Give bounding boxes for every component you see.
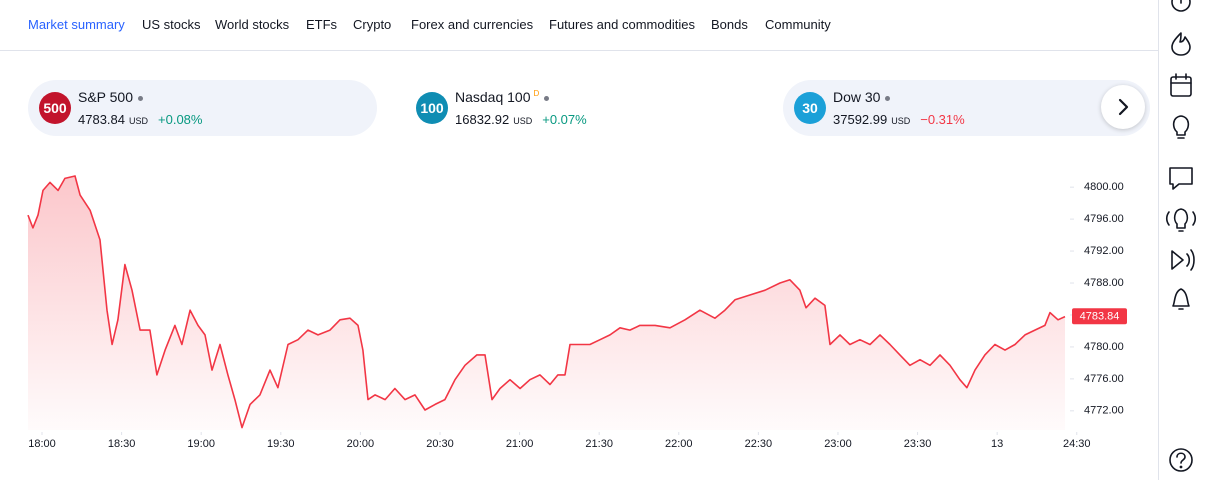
index-card[interactable]: 100 Nasdaq 100 D 16832.92 USD +0.07% xyxy=(405,80,754,136)
x-tick-label: 21:00 xyxy=(506,438,534,450)
status-dot xyxy=(544,95,550,101)
index-value-row: 37592.99 USD −0.31% xyxy=(833,112,965,127)
x-tick-label: 20:00 xyxy=(347,438,375,450)
y-tick-label: 4772.00 xyxy=(1084,405,1124,417)
index-name-row: Nasdaq 100 D xyxy=(455,89,550,105)
index-change: −0.31% xyxy=(920,112,965,127)
y-tick-label: 4800.00 xyxy=(1084,181,1124,193)
index-value: 16832.92 xyxy=(455,112,510,127)
nav-tab[interactable]: World stocks xyxy=(215,17,290,32)
index-badge: 100 xyxy=(416,92,448,124)
last-price-tag xyxy=(1072,308,1127,325)
chevron-icon xyxy=(1118,98,1129,116)
x-tick-label: 20:30 xyxy=(426,438,454,450)
price-area xyxy=(28,176,1065,430)
nav-tab[interactable]: Market summary xyxy=(28,17,125,32)
x-tick-label: 21:30 xyxy=(585,438,613,450)
index-badge: 30 xyxy=(794,92,826,124)
index-change: +0.07% xyxy=(542,112,587,127)
index-card[interactable]: 500 S&P 500 4783.84 USD +0.08% xyxy=(28,80,377,136)
index-name: Nasdaq 100 xyxy=(455,89,531,105)
help-icon[interactable] xyxy=(1169,448,1193,472)
index-value-row: 16832.92 USD +0.07% xyxy=(455,112,587,127)
x-tick-label: 18:30 xyxy=(108,438,136,450)
currency: USD xyxy=(513,116,533,126)
index-value: 37592.99 xyxy=(833,112,888,127)
nav-tab[interactable]: Bonds xyxy=(711,17,748,32)
idea-icon[interactable] xyxy=(1172,115,1190,139)
x-tick-label: 18:00 xyxy=(28,438,56,450)
index-name: S&P 500 xyxy=(78,89,134,105)
clock-icon[interactable] xyxy=(1171,0,1191,12)
toolbar-icons xyxy=(1165,0,1197,472)
x-tick-label: 23:00 xyxy=(824,438,852,450)
y-tick-label: 4792.00 xyxy=(1084,245,1124,257)
chart: 4772.004776.004780.004784.004788.004792.… xyxy=(27,175,1127,450)
currency: USD xyxy=(129,116,149,126)
index-badge: 500 xyxy=(39,92,71,124)
index-change: +0.08% xyxy=(158,112,203,127)
nav-tab[interactable]: Futures and commodities xyxy=(549,17,695,32)
y-tick-label: 4780.00 xyxy=(1084,341,1124,353)
x-tick-label: 23:30 xyxy=(904,438,932,450)
price-line xyxy=(27,175,1066,429)
x-tick-label: 22:00 xyxy=(665,438,693,450)
status-dot xyxy=(885,95,891,101)
nav-tab[interactable]: Crypto xyxy=(353,17,392,32)
y-tick-label: 4776.00 xyxy=(1084,373,1124,385)
play-icon[interactable] xyxy=(1171,249,1195,271)
x-tick-label: 13 xyxy=(991,438,1003,450)
index-card[interactable]: 30 Dow 30 37592.99 USD −0.31% xyxy=(783,80,1150,136)
chat-icon[interactable] xyxy=(1169,167,1193,190)
hot-icon[interactable] xyxy=(1171,32,1191,56)
calendar-icon[interactable] xyxy=(1170,73,1192,97)
index-name-row: Dow 30 xyxy=(833,89,891,105)
x-tick-label: 22:30 xyxy=(745,438,773,450)
index-value-row: 4783.84 USD +0.08% xyxy=(78,112,202,127)
x-tick-label: 19:30 xyxy=(267,438,295,450)
currency: USD xyxy=(891,116,911,126)
x-tick-label: 24:30 xyxy=(1063,438,1091,450)
next-button[interactable] xyxy=(1101,85,1145,129)
stream-icon[interactable] xyxy=(1165,208,1197,232)
index-value: 4783.84 xyxy=(78,112,125,127)
status-dot xyxy=(138,95,144,101)
index-name: Dow 30 xyxy=(833,89,881,105)
y-tick-label: 4796.00 xyxy=(1084,213,1124,225)
delay-flag: D xyxy=(533,89,540,98)
nav-divider xyxy=(0,50,1158,51)
bell-icon[interactable] xyxy=(1172,288,1190,310)
last-price-label: 4783.84 xyxy=(1080,311,1120,323)
nav-tab[interactable]: ETFs xyxy=(306,17,338,32)
right-toolbar xyxy=(1158,0,1215,480)
nav-tab[interactable]: US stocks xyxy=(142,17,201,32)
nav-tab[interactable]: Forex and currencies xyxy=(411,17,534,32)
x-tick-label: 19:00 xyxy=(187,438,215,450)
nav-tab[interactable]: Community xyxy=(765,17,831,32)
index-name-row: S&P 500 xyxy=(78,89,144,105)
y-tick-label: 4788.00 xyxy=(1084,277,1124,289)
